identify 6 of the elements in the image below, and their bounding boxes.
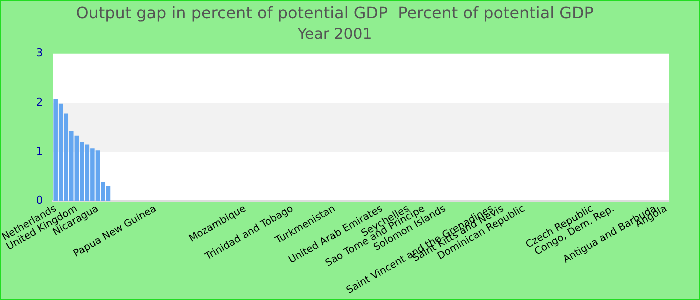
y-tick-label: 2 (36, 96, 44, 109)
y-tick-label: 0 (36, 194, 44, 208)
chart-title: Output gap in percent of potential GDP Percent of potential GDP (76, 4, 594, 23)
y-tick-label: 1 (36, 144, 44, 158)
chart-subtitle: Year 2001 (296, 24, 372, 43)
y-tick-label: 3 (36, 46, 44, 60)
